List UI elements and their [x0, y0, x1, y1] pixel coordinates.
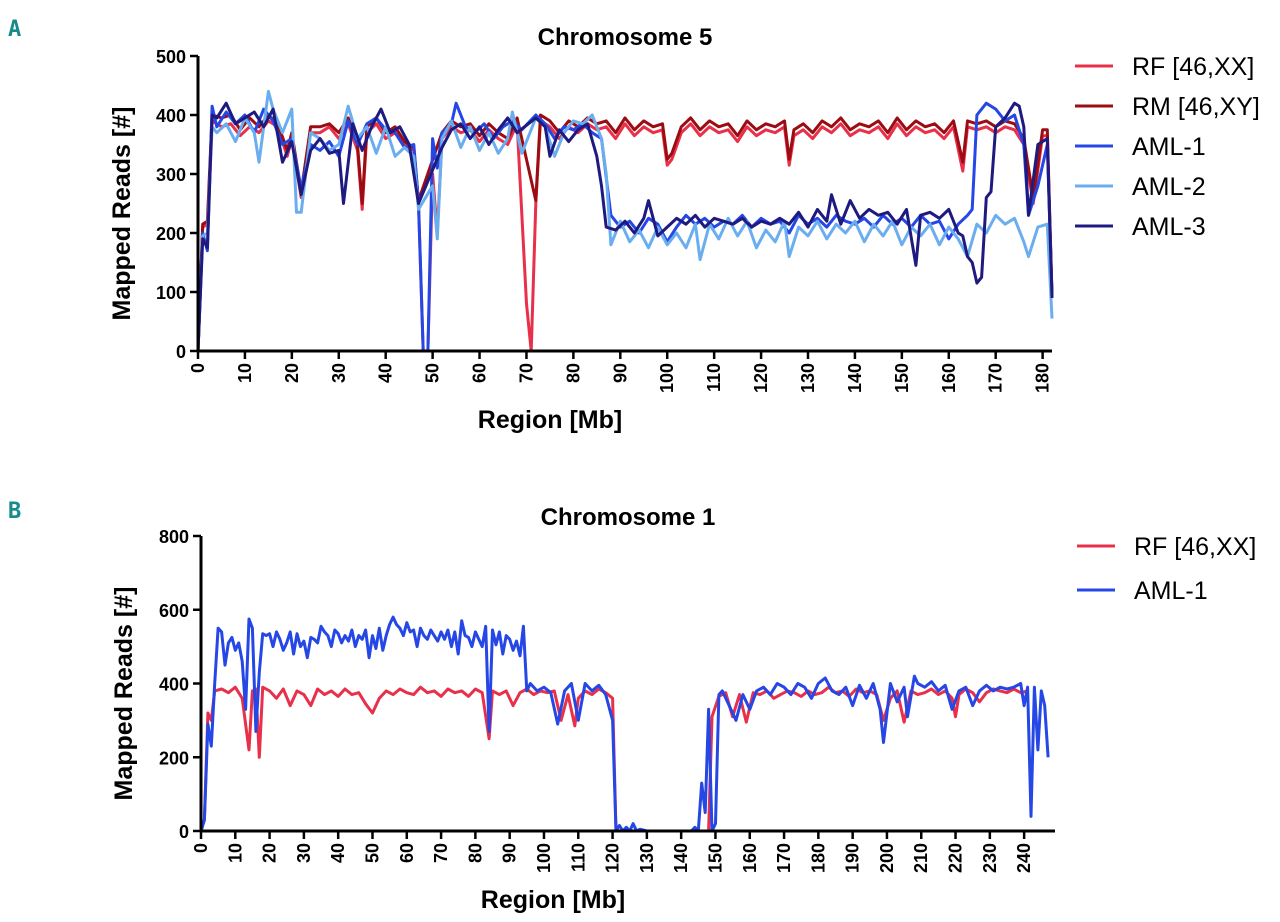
x-tick-label: 190: [843, 843, 863, 873]
series-line-rf-46-xx: [199, 685, 1028, 833]
x-tick-label: 0: [191, 843, 211, 853]
x-tick-label: 10: [235, 363, 255, 383]
x-tick-label: 210: [911, 843, 931, 873]
x-tick-label: 80: [465, 843, 485, 863]
y-tick-label: 300: [156, 165, 186, 185]
x-tick-label: 60: [397, 843, 417, 863]
x-tick-label: 40: [376, 363, 396, 383]
x-tick-label: 130: [637, 843, 657, 873]
y-tick-label: 200: [159, 748, 189, 768]
chart-panel-b: B Chromosome 1 0 200 400 600 800 0 10 20 30 40 50 60 7…: [8, 499, 1256, 914]
x-tick-label: 150: [892, 363, 912, 393]
x-tick-label: 0: [188, 363, 208, 373]
x-tick-label: 180: [808, 843, 828, 873]
x-tick-label: 90: [500, 843, 520, 863]
x-tick-label: 200: [877, 843, 897, 873]
x-tick-label: 100: [657, 363, 677, 393]
chart-title: Chromosome 5: [538, 24, 713, 51]
legend-label-aml-1: AML-1: [1132, 133, 1206, 161]
x-tick-label: 120: [603, 843, 623, 873]
x-tick-label: 160: [939, 363, 959, 393]
legend-label-rf-46-xx: RF [46,XX]: [1134, 533, 1256, 561]
legend-label-aml-2: AML-2: [1132, 173, 1206, 201]
x-tick-label: 20: [282, 363, 302, 383]
x-tick-label: 170: [986, 363, 1006, 393]
x-tick-label: 240: [1014, 843, 1034, 873]
x-tick-label: 50: [423, 363, 443, 383]
x-tick-label: 120: [751, 363, 771, 393]
x-tick-label: 20: [260, 843, 280, 863]
x-tick-label: 180: [1033, 363, 1053, 393]
y-tick-label: 800: [159, 527, 189, 547]
legend: RF [46,XX] RM [46,XY] AML-1 AML-2 AML-3: [1075, 53, 1260, 241]
x-tick-label: 110: [568, 843, 588, 872]
legend-label-rm-46-xy: RM [46,XY]: [1132, 93, 1260, 121]
chart-title: Chromosome 1: [541, 504, 716, 531]
legend-label-aml-3: AML-3: [1132, 213, 1206, 241]
y-tick-label: 0: [176, 342, 186, 362]
x-tick-label: 30: [294, 843, 314, 863]
x-tick-label: 10: [225, 843, 245, 863]
y-tick-label: 600: [159, 601, 189, 621]
legend-label-rf-46-xx: RF [46,XX]: [1132, 53, 1254, 81]
x-tick-label: 130: [798, 363, 818, 393]
legend-label-aml-1: AML-1: [1134, 577, 1208, 605]
y-tick-label: 100: [156, 283, 186, 303]
y-tick-label: 500: [156, 47, 186, 67]
y-axis-label: Mapped Reads [#]: [108, 107, 136, 321]
y-tick-label: 400: [156, 106, 186, 126]
legend: RF [46,XX] AML-1: [1077, 533, 1256, 605]
x-tick-label: 100: [534, 843, 554, 873]
chart-panel-a: A Chromosome 5 0 100 200 300 400 500 0 10 20 30 40 50…: [8, 17, 1260, 434]
x-tick-label: 140: [845, 363, 865, 393]
x-tick-label: 70: [431, 843, 451, 863]
x-tick-label: 140: [671, 843, 691, 873]
x-axis-label: Region [Mb]: [478, 406, 622, 434]
series-line-rm-46-xy: [196, 113, 1054, 352]
x-tick-label: 160: [740, 843, 760, 873]
y-axis-label: Mapped Reads [#]: [110, 587, 138, 801]
series-line-aml-1: [199, 615, 1050, 833]
x-tick-label: 150: [705, 843, 725, 873]
x-tick-label: 220: [946, 843, 966, 873]
x-tick-label: 80: [563, 363, 583, 383]
y-tick-label: 200: [156, 224, 186, 244]
series-line-aml-3: [196, 101, 1054, 352]
x-tick-label: 90: [610, 363, 630, 383]
x-tick-label: 70: [516, 363, 536, 383]
series-line-rf-46-xx: [196, 119, 1054, 353]
x-tick-label: 60: [470, 363, 490, 383]
y-tick-label: 0: [179, 822, 189, 842]
x-tick-label: 40: [328, 843, 348, 863]
x-tick-label: 50: [362, 843, 382, 863]
x-tick-label: 30: [329, 363, 349, 383]
panel-letter: B: [8, 499, 21, 524]
x-tick-label: 230: [980, 843, 1000, 873]
y-tick-label: 400: [159, 675, 189, 695]
series-line-aml-1: [196, 101, 1054, 353]
x-axis-label: Region [Mb]: [481, 886, 625, 914]
x-tick-label: 110: [704, 363, 724, 392]
panel-letter: A: [8, 17, 21, 42]
x-tick-label: 170: [774, 843, 794, 873]
